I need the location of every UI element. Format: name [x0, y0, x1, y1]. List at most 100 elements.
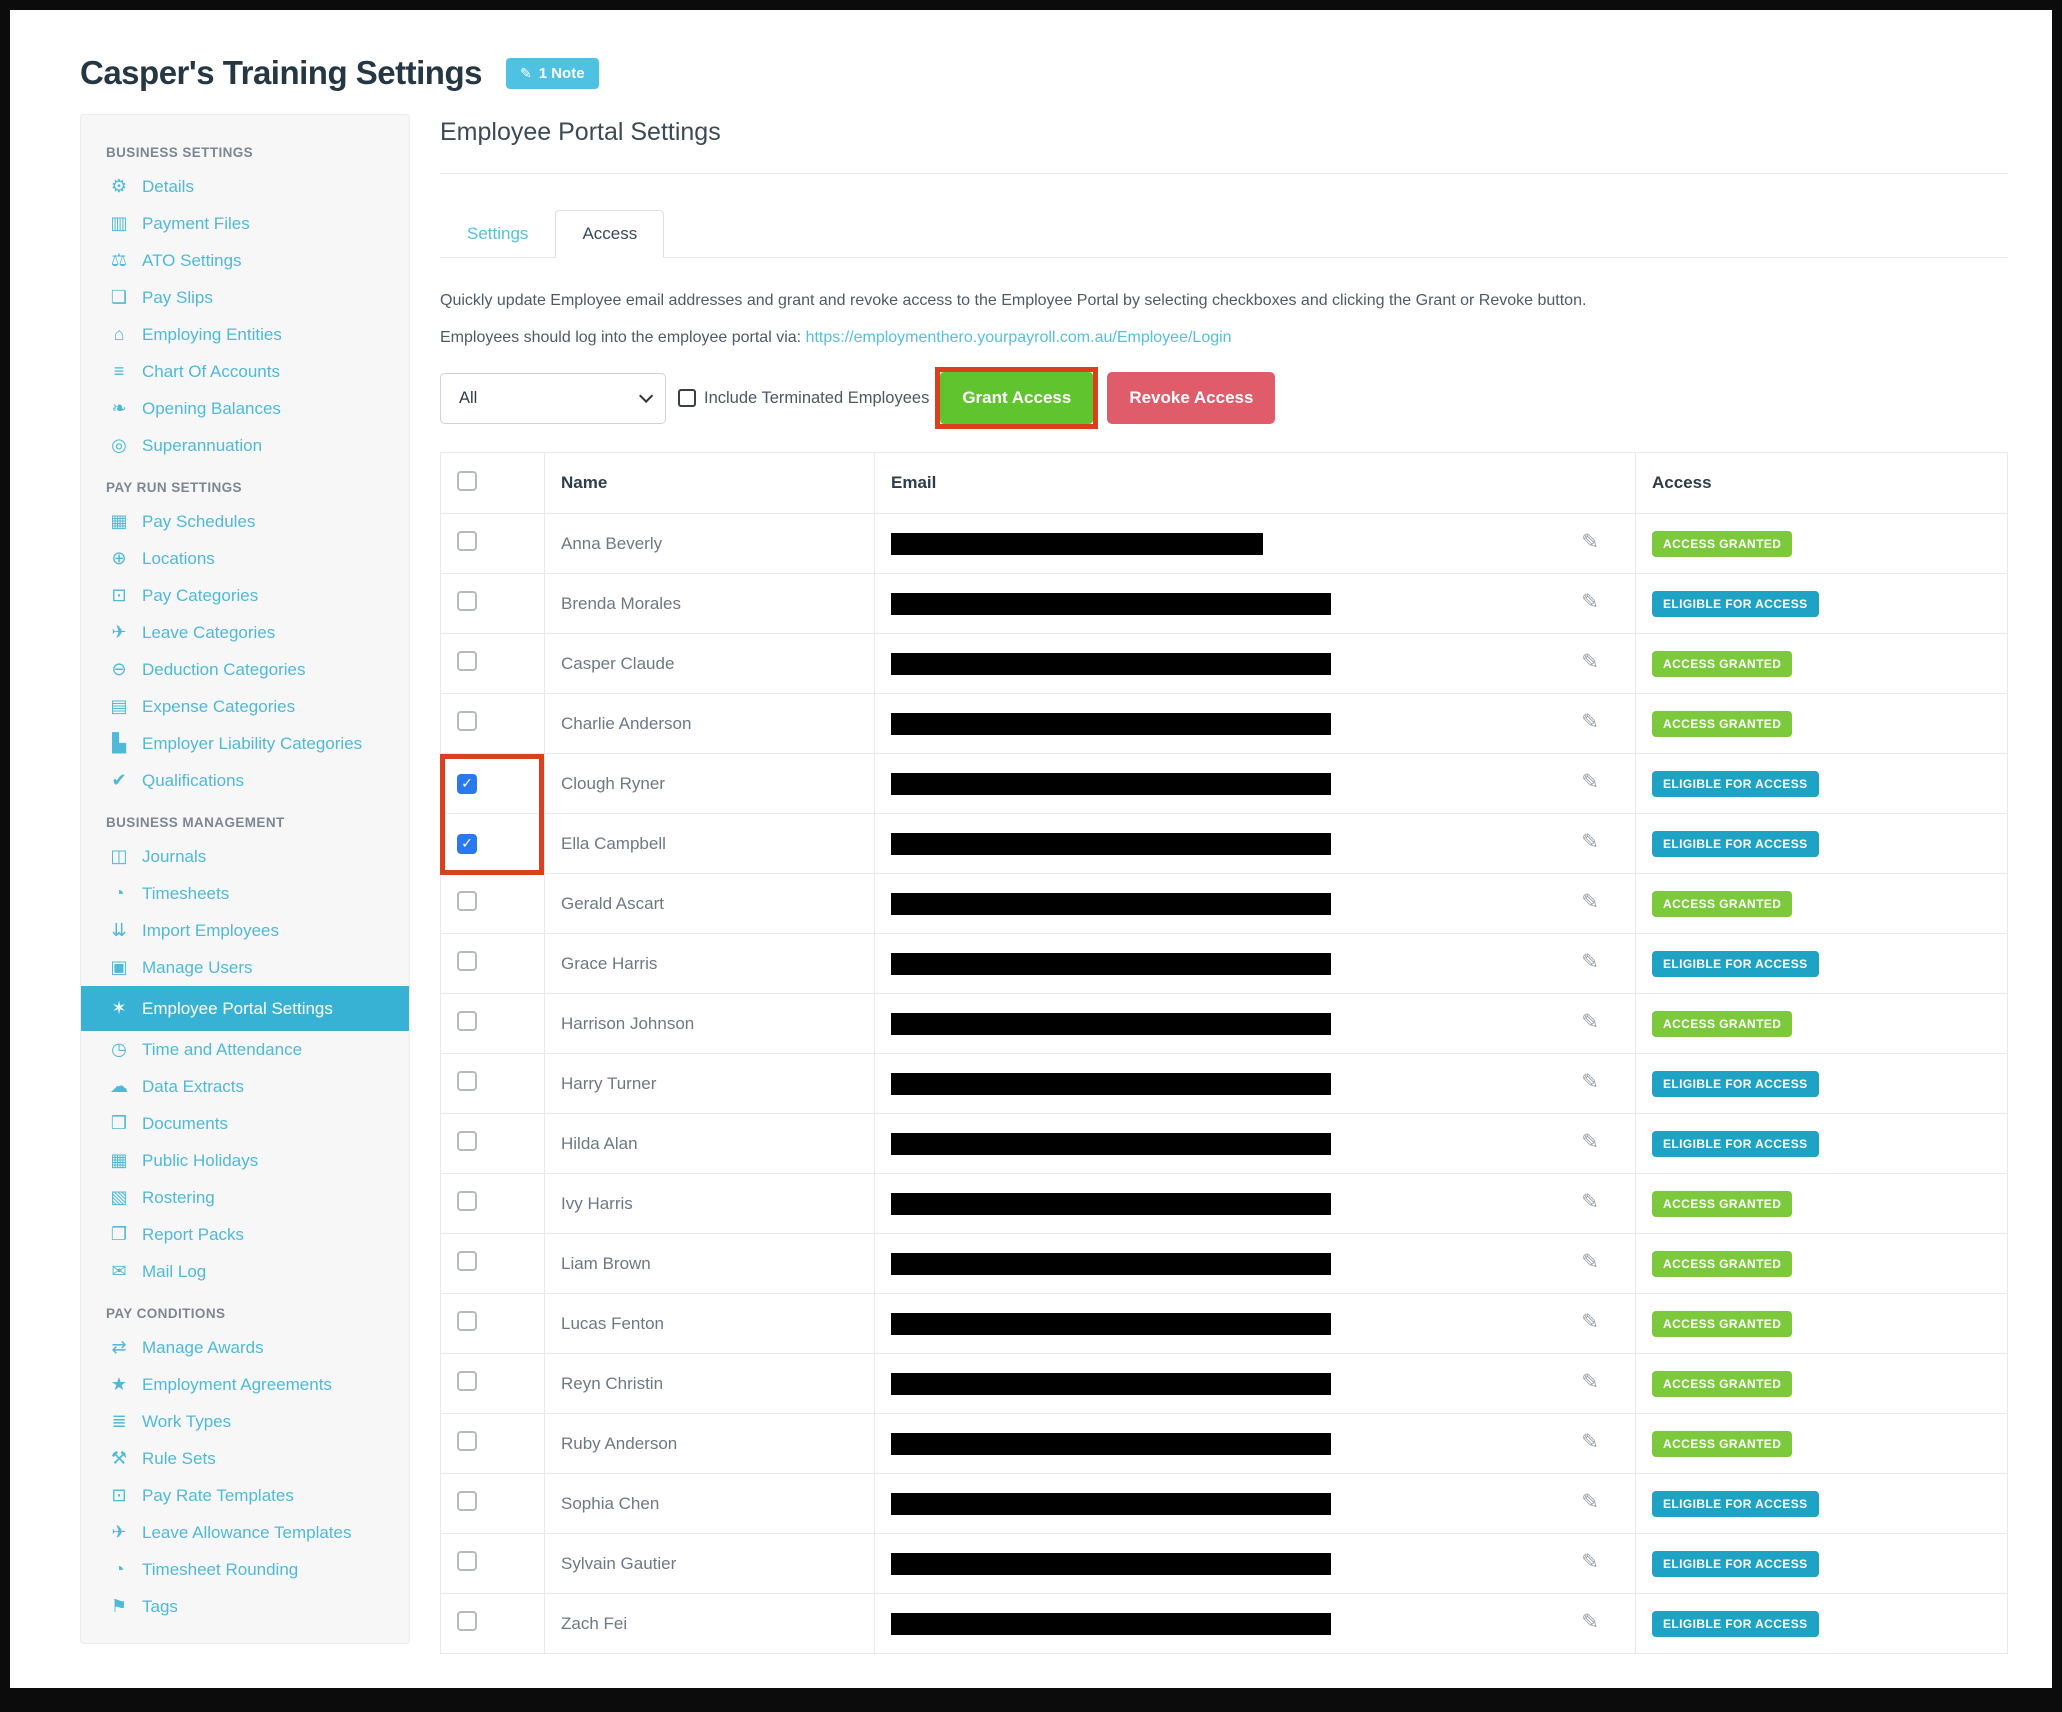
sidebar-item-pay-rate-templates[interactable]: ⊡ Pay Rate Templates [81, 1477, 409, 1514]
row-checkbox[interactable] [457, 1131, 477, 1151]
sidebar-item-leave-allowance-templates[interactable]: ✈ Leave Allowance Templates [81, 1514, 409, 1551]
row-checkbox[interactable] [457, 711, 477, 731]
calendar-icon: ▦ [110, 1150, 128, 1170]
row-checkbox[interactable]: ✓ [457, 833, 477, 854]
row-checkbox[interactable] [457, 891, 477, 911]
sidebar-item-superannuation[interactable]: ◎ Superannuation [81, 427, 409, 464]
employee-name: Sophia Chen [544, 1473, 875, 1534]
sidebar-item-employee-portal-settings[interactable]: ✶ Employee Portal Settings [81, 986, 409, 1031]
edit-email-icon[interactable]: ✎ [1581, 710, 1599, 733]
tab-access[interactable]: Access [555, 210, 665, 258]
star-icon: ★ [110, 1374, 128, 1394]
grant-access-button[interactable]: Grant Access [940, 372, 1094, 424]
row-checkbox[interactable] [457, 1491, 477, 1511]
sidebar-item-qualifications[interactable]: ✔ Qualifications [81, 762, 409, 799]
sidebar-item-expense-categories[interactable]: ▤ Expense Categories [81, 688, 409, 725]
sidebar-item-public-holidays[interactable]: ▦ Public Holidays [81, 1142, 409, 1179]
sidebar-item-pay-categories[interactable]: ⊡ Pay Categories [81, 577, 409, 614]
edit-email-icon[interactable]: ✎ [1581, 1190, 1599, 1213]
edit-email-icon[interactable]: ✎ [1581, 1130, 1599, 1153]
edit-email-icon[interactable]: ✎ [1581, 1490, 1599, 1513]
edit-email-icon[interactable]: ✎ [1581, 890, 1599, 913]
sidebar-item-payment-files[interactable]: ▥ Payment Files [81, 205, 409, 242]
note-badge[interactable]: ✎ 1 Note [505, 57, 599, 89]
redacted-email [891, 592, 1331, 615]
money-icon: ⊡ [111, 1485, 127, 1505]
revoke-access-button[interactable]: Revoke Access [1107, 372, 1276, 424]
sidebar-item-employment-agreements[interactable]: ★ Employment Agreements [81, 1366, 409, 1403]
table-row: Gerald Ascart ✎ ACCESS GRANTED [440, 873, 2008, 934]
row-checkbox[interactable] [457, 651, 477, 671]
sidebar-item-locations[interactable]: ⊕ Locations [81, 540, 409, 577]
row-checkbox[interactable] [457, 951, 477, 971]
sidebar-item-mail-log[interactable]: ✉ Mail Log [81, 1253, 409, 1290]
sidebar-item-journals[interactable]: ◫ Journals [81, 838, 409, 875]
sidebar-item-timesheet-rounding[interactable]: ◔ Timesheet Rounding [81, 1551, 409, 1588]
edit-email-icon[interactable]: ✎ [1581, 1070, 1599, 1093]
checkbox-icon[interactable] [678, 389, 696, 407]
tab-settings[interactable]: Settings [467, 224, 529, 243]
row-checkbox[interactable] [457, 1191, 477, 1211]
include-terminated-checkbox[interactable]: Include Terminated Employees [678, 389, 929, 408]
sidebar-item-employing-entities[interactable]: ⌂ Employing Entities [81, 316, 409, 353]
sidebar-item-documents[interactable]: ❒ Documents [81, 1105, 409, 1142]
row-checkbox[interactable] [457, 1551, 477, 1571]
row-checkbox[interactable] [457, 1251, 477, 1271]
sidebar-item-time-and-attendance[interactable]: ◷ Time and Attendance [81, 1031, 409, 1068]
edit-email-icon[interactable]: ✎ [1581, 1550, 1599, 1573]
row-checkbox[interactable] [457, 1311, 477, 1331]
edit-email-icon[interactable]: ✎ [1581, 1310, 1599, 1333]
sidebar-item-ato-settings[interactable]: ⚖ ATO Settings [81, 242, 409, 279]
sidebar-item-pay-slips[interactable]: ❏ Pay Slips [81, 279, 409, 316]
edit-email-icon[interactable]: ✎ [1581, 950, 1599, 973]
sidebar-item-rule-sets[interactable]: ⚒ Rule Sets [81, 1440, 409, 1477]
edit-email-icon[interactable]: ✎ [1581, 1430, 1599, 1453]
sidebar-item-data-extracts[interactable]: ☁ Data Extracts [81, 1068, 409, 1105]
edit-email-icon[interactable]: ✎ [1581, 530, 1599, 553]
sidebar-item-employer-liability-categories[interactable]: ▙ Employer Liability Categories [81, 725, 409, 762]
employee-filter-select[interactable]: All [440, 372, 666, 424]
sidebar-item-import-employees[interactable]: ⇊ Import Employees [81, 912, 409, 949]
edit-email-icon[interactable]: ✎ [1581, 1010, 1599, 1033]
edit-email-icon[interactable]: ✎ [1581, 1250, 1599, 1273]
sidebar-item-manage-users[interactable]: ▣ Manage Users [81, 949, 409, 986]
row-checkbox[interactable] [457, 1611, 477, 1631]
row-checkbox[interactable] [457, 1371, 477, 1391]
table-header-row: Name Email Access [440, 452, 2008, 514]
sidebar-item-tags[interactable]: ⚑ Tags [81, 1588, 409, 1625]
table-row: Hilda Alan ✎ ELIGIBLE FOR ACCESS [440, 1113, 2008, 1174]
portal-login-prefix: Employees should log into the employee p… [440, 329, 802, 346]
access-status-badge: ACCESS GRANTED [1652, 530, 1793, 557]
row-checkbox[interactable] [457, 1071, 477, 1091]
edit-email-icon[interactable]: ✎ [1581, 650, 1599, 673]
edit-email-icon[interactable]: ✎ [1581, 830, 1599, 853]
sidebar-item-label: Deduction Categories [142, 660, 306, 679]
row-checkbox[interactable] [457, 1011, 477, 1031]
access-status-badge: ACCESS GRANTED [1652, 1310, 1793, 1337]
sidebar-item-timesheets[interactable]: ◔ Timesheets [81, 875, 409, 912]
edit-email-icon[interactable]: ✎ [1581, 770, 1599, 793]
sidebar-item-work-types[interactable]: ≣ Work Types [81, 1403, 409, 1440]
sidebar-item-leave-categories[interactable]: ✈ Leave Categories [81, 614, 409, 651]
column-header-name: Name [544, 452, 875, 514]
sidebar-item-chart-of-accounts[interactable]: ≡ Chart Of Accounts [81, 353, 409, 390]
edit-email-icon[interactable]: ✎ [1581, 1370, 1599, 1393]
sidebar-item-rostering[interactable]: ▧ Rostering [81, 1179, 409, 1216]
sidebar-item-label: Superannuation [142, 436, 263, 455]
sidebar-item-manage-awards[interactable]: ⇄ Manage Awards [81, 1329, 409, 1366]
redacted-email [891, 1492, 1331, 1515]
sidebar-item-deduction-categories[interactable]: ⊖ Deduction Categories [81, 651, 409, 688]
row-checkbox[interactable] [457, 591, 477, 611]
sidebar-item-opening-balances[interactable]: ❧ Opening Balances [81, 390, 409, 427]
select-all-checkbox[interactable] [457, 470, 477, 491]
row-checkbox[interactable]: ✓ [457, 773, 477, 794]
edit-email-icon[interactable]: ✎ [1581, 590, 1599, 613]
portal-login-link[interactable]: https://employmenthero.yourpayroll.com.a… [805, 329, 1232, 346]
sidebar-item-report-packs[interactable]: ❐ Report Packs [81, 1216, 409, 1253]
edit-email-icon[interactable]: ✎ [1581, 1610, 1599, 1633]
row-checkbox[interactable] [457, 531, 477, 551]
redacted-email [891, 1012, 1331, 1035]
sidebar-item-pay-schedules[interactable]: ▦ Pay Schedules [81, 503, 409, 540]
row-checkbox[interactable] [457, 1431, 477, 1451]
sidebar-item-details[interactable]: ⚙ Details [81, 168, 409, 205]
